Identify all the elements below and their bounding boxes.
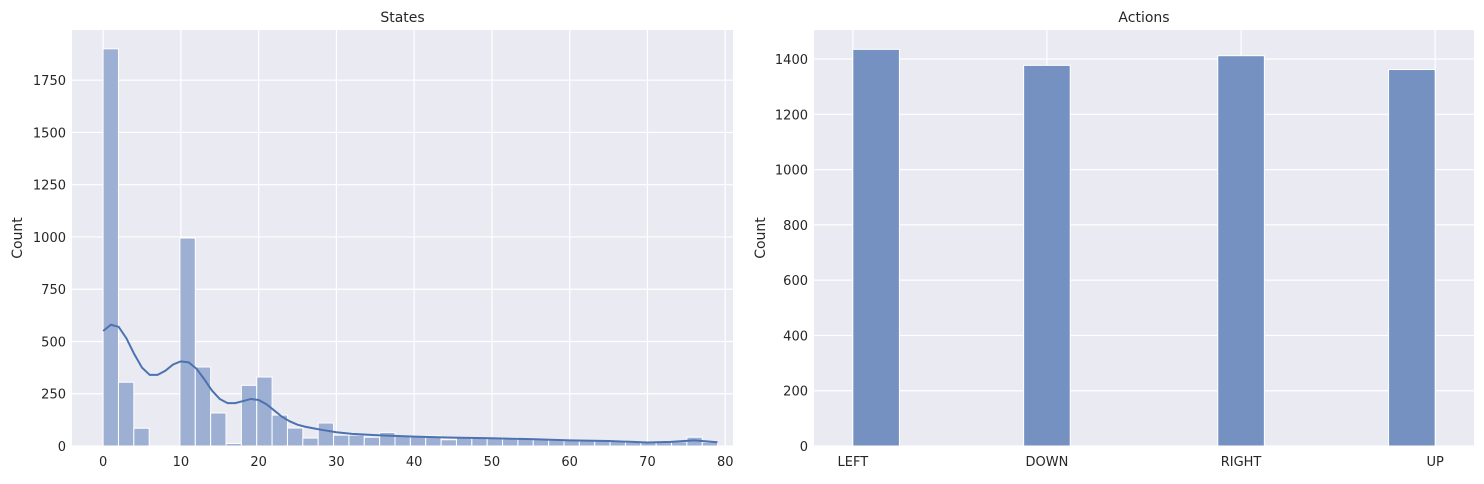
actions-y-axis-label: Count [753,217,769,259]
states-bars [102,48,719,447]
states-y-tick-label: 500 [41,335,66,350]
actions-y-tick-label: 400 [783,329,808,344]
actions-histogram-chart: LEFT DOWN RIGHT UP 0 200 400 600 800 1000 1200 140… [753,10,1474,470]
states-kde-line [102,323,718,444]
actions-bars [852,48,1436,447]
actions-y-tick-label: 600 [783,274,808,289]
states-bar [240,384,258,447]
actions-y-tick-label: 1000 [775,164,808,179]
states-bar [194,366,212,447]
states-bar [102,48,119,447]
states-plot-area [72,30,733,446]
states-bar [317,422,335,447]
actions-plot-area [814,30,1474,446]
states-bar [363,436,381,447]
actions-y-tick-label: 800 [783,219,808,234]
states-x-tick-label: 0 [99,455,107,470]
states-bar [210,412,227,447]
states-bar [256,376,273,447]
actions-bar [1388,69,1436,447]
states-bar [578,440,596,447]
states-bar [133,427,150,447]
actions-x-tick-label: RIGHT [1221,455,1262,470]
actions-bar [1023,64,1071,447]
actions-bar [1217,55,1265,447]
actions-x-tick-label: DOWN [1026,455,1069,470]
states-histogram-chart: 0 10 20 30 40 50 60 70 80 0 250 500 750 1000 1250 1500… [10,10,733,470]
actions-y-tick-label: 0 [800,440,808,455]
states-x-tick-label: 50 [484,455,501,470]
actions-x-tick-label: LEFT [837,455,868,470]
states-x-tick-label: 70 [639,455,656,470]
states-bar [348,434,365,447]
states-bar [179,237,196,447]
states-y-axis-label: Count [10,217,26,259]
actions-chart-title: Actions [1118,10,1169,26]
actions-y-tick-labels: 0 200 400 600 800 1000 1200 1400 [775,53,808,455]
states-x-tick-label: 30 [328,455,345,470]
states-bar [286,427,304,447]
states-y-tick-label: 1250 [33,179,66,194]
states-y-tick-label: 0 [58,440,66,455]
actions-y-tick-label: 1200 [775,108,808,123]
actions-y-tick-label: 1400 [775,53,808,68]
states-bar [394,435,411,447]
actions-bar [852,48,900,447]
states-y-tick-label: 250 [41,388,66,403]
states-x-tick-label: 80 [717,455,734,470]
states-bar [225,442,242,447]
states-y-tick-labels: 0 250 500 750 1000 1250 1500 1750 [33,74,66,455]
actions-x-tick-label: UP [1426,455,1444,470]
states-bar [440,439,457,447]
states-y-tick-label: 1500 [33,126,66,141]
states-y-tick-label: 750 [41,283,66,298]
states-x-tick-label: 40 [406,455,423,470]
actions-y-tick-label: 200 [783,385,808,400]
states-x-tick-label: 10 [173,455,190,470]
states-x-tick-labels: 0 10 20 30 40 50 60 70 80 [99,455,734,470]
states-y-tick-label: 1750 [33,74,66,89]
states-bar [471,437,488,447]
states-bar [302,437,319,447]
states-bar [117,381,135,447]
actions-x-tick-labels: LEFT DOWN RIGHT UP [837,455,1444,470]
states-bar [333,434,350,447]
states-y-tick-label: 1000 [33,231,66,246]
states-chart-title: States [380,10,424,26]
states-x-tick-label: 60 [561,455,578,470]
states-x-tick-label: 20 [250,455,267,470]
